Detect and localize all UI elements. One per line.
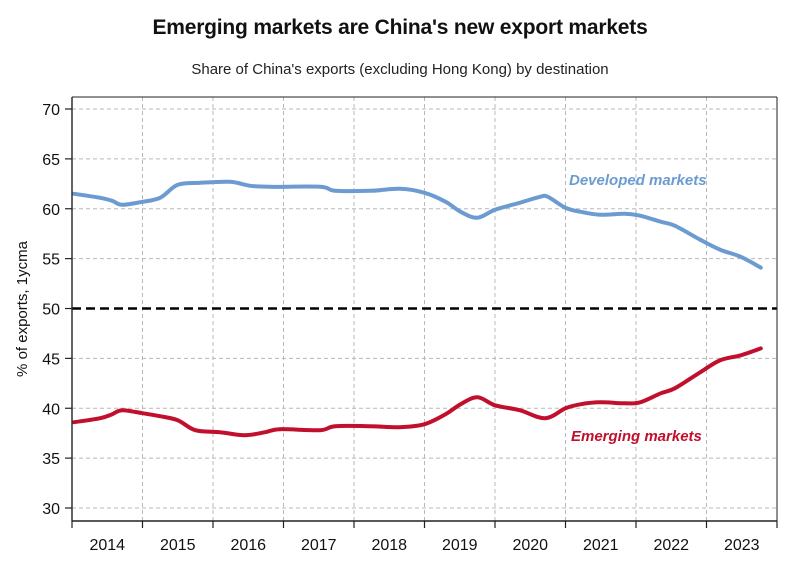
y-tick-label: 30 [42,501,60,518]
x-tick-label: 2016 [230,537,266,554]
y-axis-title: % of exports, 1ycma [14,240,31,377]
chart-title: Emerging markets are China's new export … [152,16,648,39]
y-tick-label: 40 [42,401,60,418]
series-line-emerging [72,346,763,438]
x-tick-label: 2022 [653,537,689,554]
x-tick-label: 2017 [301,537,337,554]
y-tick-label: 70 [42,102,60,119]
x-tick-label: 2021 [583,537,619,554]
x-tick-label: 2023 [724,537,760,554]
series-label-developed: Developed markets [569,172,707,189]
y-tick-label: 65 [42,152,60,169]
x-tick-label: 2014 [89,537,125,554]
series-label-emerging: Emerging markets [571,428,702,445]
y-tick-label: 60 [42,202,60,219]
chart-subtitle: Share of China's exports (excluding Hong… [191,61,609,78]
y-tick-label: 55 [42,252,60,269]
y-tick-label: 45 [42,351,60,368]
y-tick-label: 50 [42,302,60,319]
x-tick-label: 2018 [371,537,407,554]
x-axis: 2014 2015 2016 2017 2018 2019 2020 2021 2022 2023 [71,521,778,554]
x-tick-label: 2015 [160,537,196,554]
series-line-developed [72,179,763,270]
y-tick-label: 35 [42,451,60,468]
x-tick-label: 2020 [512,537,548,554]
series-lines [72,179,763,438]
x-tick-label: 2019 [442,537,478,554]
y-axis: 30 35 40 45 50 55 60 65 70 [42,102,72,518]
